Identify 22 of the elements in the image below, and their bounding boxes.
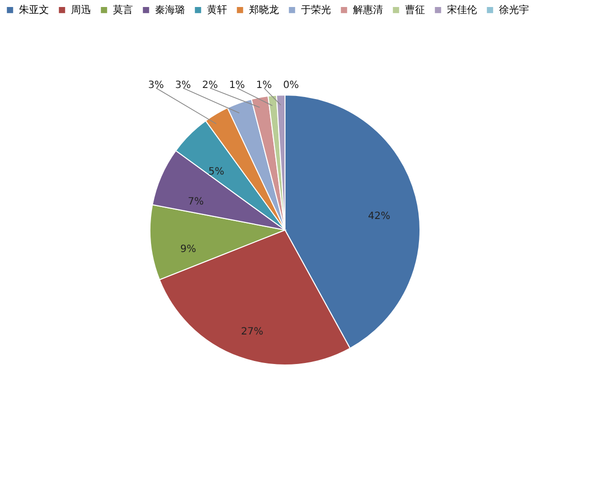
data-label: 5% [208,166,224,178]
data-label: 27% [240,326,264,338]
data-label: 7% [188,196,204,208]
data-label: 3% [175,80,191,91]
legend-label: 黄轩 [207,4,227,16]
legend-label: 于荣光 [301,4,331,16]
data-label: 1% [256,80,272,91]
data-label: 9% [180,244,196,256]
legend-label: 莫言 [113,4,133,16]
legend-label: 徐光宇 [499,4,529,16]
legend-label: 秦海璐 [155,4,185,16]
text: 0% [283,80,299,91]
legend-label: 周迅 [71,4,91,16]
data-label: 42% [368,210,390,222]
legend-label: 朱亚文 [19,4,49,16]
legend-label: 曹征 [405,4,425,16]
data-label: 3% [148,80,164,91]
legend-label: 郑晓龙 [249,4,279,16]
legend-label: 宋佳伦 [447,4,477,16]
data-label: 1% [229,80,245,91]
data-label: 2% [202,80,218,91]
legend-label: 解惠清 [353,4,383,16]
